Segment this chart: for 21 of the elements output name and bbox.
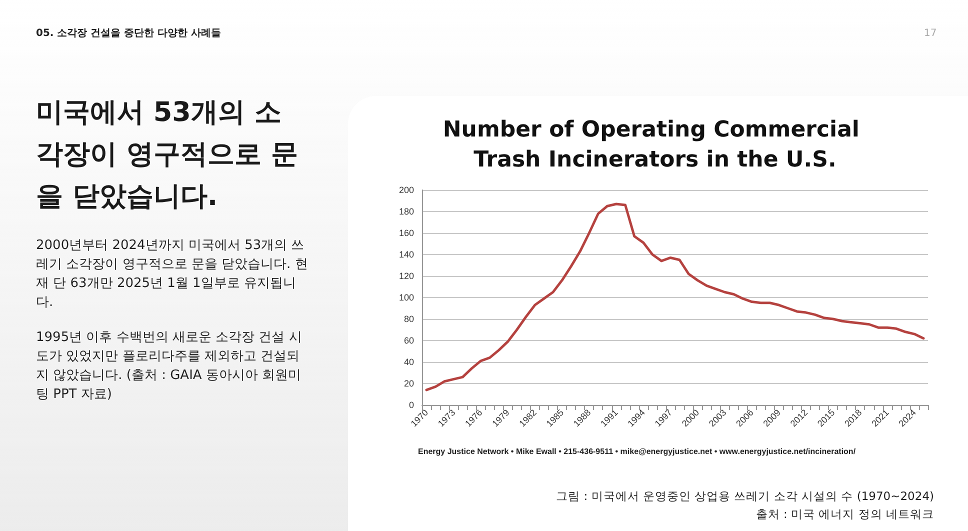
text: 05. 소각장 건설을 중단한 다양한 사례들	[36, 27, 222, 40]
chart-title: Number of Operating Commercial Trash Incinerators in the U.S.	[442, 118, 868, 172]
text: 1995년 이후 수백번의 새로운 소각장 건설 시도가 있었지만 플로리다주를 제외하고 건설되지 않았습니다. (출처 : GAIA 동아시아 회원미팅 PPT 자료)	[36, 329, 303, 404]
y-tick-label: 40	[404, 357, 414, 367]
text: 2000년부터 2024년까지 미국에서 53개의 쓰레기 소각장이 영구적으로 문을 닫았습니다. 현재 단 63개만 2025년 1월 1일부로 유지됩니다.	[36, 237, 308, 312]
y-tick-label: 140	[398, 250, 414, 260]
y-tick-label: 60	[404, 336, 414, 346]
text: 미국에서 53개의 소각장이 영구적으로 문을 닫았습니다.	[36, 96, 298, 214]
y-tick-label: 0	[408, 400, 414, 410]
y-tick-label: 20	[404, 378, 414, 388]
line-series	[425, 202, 925, 392]
text: 그림 : 미국에서 운영중인 상업용 쓰레기 소각 시설의 수 (1970~2024)	[556, 489, 934, 504]
y-tick-label: 120	[398, 271, 414, 281]
y-tick-label: 180	[398, 206, 414, 216]
text: 17	[924, 28, 937, 39]
text: Energy Justice Network • Mike Ewall • 215-436-9511 • mike@energyjustice.net • www.energyjustice.net/incineration/	[418, 447, 856, 456]
y-tick-label: 100	[398, 292, 414, 302]
source-note: 출처 : 미국 에너지 정의 네트워크	[756, 507, 934, 522]
y-tick-label: 80	[404, 314, 414, 324]
y-tick-label: 160	[398, 228, 414, 238]
y-tick-label: 200	[398, 185, 414, 195]
